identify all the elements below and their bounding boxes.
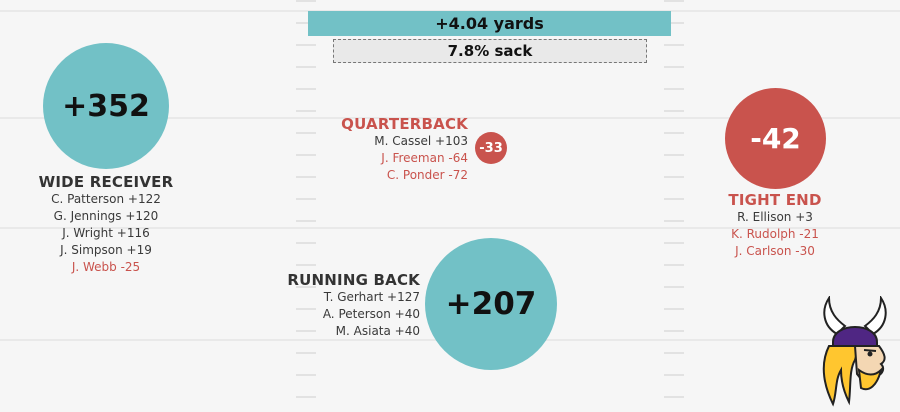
- tight-end-total-circle: -42: [725, 88, 826, 189]
- sack-rate-bar: 7.8% sack: [333, 39, 647, 63]
- hash-mark: [664, 242, 684, 244]
- player-stat: M. Cassel +103: [374, 134, 468, 148]
- player-stat: J. Simpson +19: [60, 243, 152, 257]
- player-stat: J. Freeman -64: [381, 151, 468, 165]
- player-stat: M. Asiata +40: [335, 324, 420, 338]
- player-stat: G. Jennings +120: [53, 209, 159, 223]
- yards-per-play-bar: +4.04 yards: [308, 11, 671, 36]
- player-stat: C. Patterson +122: [51, 192, 161, 206]
- running-back-total-circle: +207: [425, 238, 557, 370]
- hash-mark: [296, 374, 316, 376]
- hash-mark: [664, 176, 684, 178]
- hash-mark: [296, 110, 316, 112]
- running-back-total: +207: [445, 286, 537, 322]
- running-back-title: RUNNING BACK: [287, 271, 420, 289]
- yard-line: [0, 227, 900, 229]
- hash-mark: [296, 44, 316, 46]
- hash-mark: [296, 0, 316, 2]
- tight-end-title: TIGHT END: [728, 191, 822, 209]
- player-stat: A. Peterson +40: [322, 307, 420, 321]
- hash-mark: [296, 242, 316, 244]
- vikings-head-logo-icon: [815, 294, 895, 408]
- yards-per-play-label: +4.04 yards: [435, 14, 544, 33]
- hash-mark: [664, 22, 684, 24]
- hash-mark: [664, 0, 684, 2]
- hash-mark: [664, 132, 684, 134]
- player-stat: K. Rudolph -21: [731, 227, 819, 241]
- player-stat: J. Wright +116: [62, 226, 150, 240]
- hash-mark: [664, 396, 684, 398]
- yard-line: [0, 117, 900, 119]
- quarterback-player-list: M. Cassel +103 J. Freeman -64 C. Ponder -7…: [300, 133, 468, 184]
- running-back-player-list: T. Gerhart +127 A. Peterson +40 M. Asiata …: [260, 289, 420, 340]
- player-stat: J. Webb -25: [71, 260, 141, 274]
- hash-mark: [296, 176, 316, 178]
- player-stat: C. Ponder -72: [386, 168, 468, 182]
- tight-end-player-list: R. Ellison +3 K. Rudolph -21 J. Carlson -3…: [700, 209, 850, 260]
- hash-mark: [296, 308, 316, 310]
- wide-receiver-total: +352: [62, 88, 150, 124]
- hash-mark: [664, 264, 684, 266]
- hash-mark: [296, 220, 316, 222]
- hash-mark: [664, 286, 684, 288]
- hash-mark: [664, 198, 684, 200]
- hash-mark: [664, 352, 684, 354]
- wide-receiver-player-list: C. Patterson +122 G. Jennings +120 J. Wrig…: [20, 191, 192, 276]
- hash-mark: [664, 308, 684, 310]
- player-stat: J. Carlson -30: [735, 244, 815, 258]
- hash-mark: [296, 330, 316, 332]
- hash-mark: [296, 22, 316, 24]
- hash-mark: [664, 154, 684, 156]
- hash-mark: [664, 110, 684, 112]
- wide-receiver-total-circle: +352: [43, 43, 169, 169]
- wide-receiver-title: WIDE RECEIVER: [38, 173, 174, 191]
- hash-mark: [664, 374, 684, 376]
- hash-mark: [296, 88, 316, 90]
- hash-mark: [664, 66, 684, 68]
- quarterback-title: QUARTERBACK: [341, 115, 468, 133]
- hash-mark: [296, 154, 316, 156]
- hash-mark: [296, 264, 316, 266]
- hash-mark: [664, 44, 684, 46]
- hash-mark: [664, 330, 684, 332]
- hash-mark: [296, 132, 316, 134]
- tight-end-total: -42: [750, 122, 801, 155]
- sack-rate-label: 7.8% sack: [447, 42, 533, 60]
- hash-mark: [296, 66, 316, 68]
- hash-mark: [296, 286, 316, 288]
- hash-mark: [296, 352, 316, 354]
- hash-mark: [296, 198, 316, 200]
- hash-mark: [664, 220, 684, 222]
- quarterback-total: -33: [479, 140, 503, 156]
- player-stat: R. Ellison +3: [737, 210, 813, 224]
- hash-mark: [296, 396, 316, 398]
- hash-mark: [664, 88, 684, 90]
- player-stat: T. Gerhart +127: [323, 290, 420, 304]
- quarterback-total-circle: -33: [475, 132, 507, 164]
